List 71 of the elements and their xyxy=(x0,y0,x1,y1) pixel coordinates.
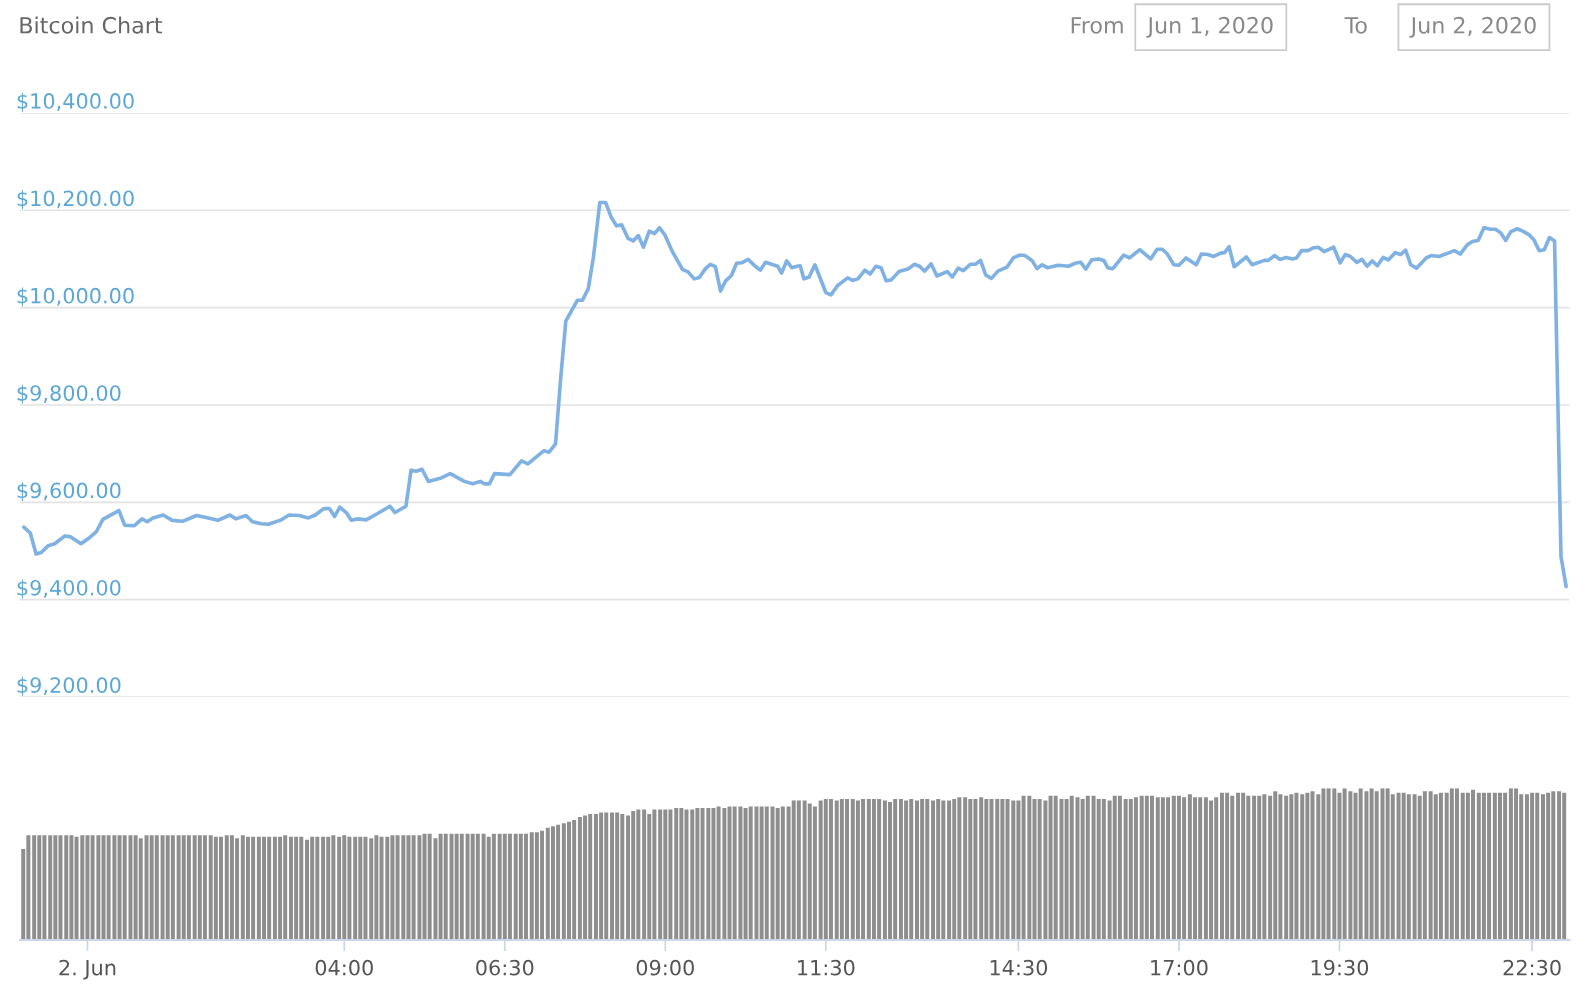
bar xyxy=(828,798,833,940)
bar xyxy=(658,809,663,940)
bar xyxy=(138,838,143,940)
bar xyxy=(202,835,207,940)
x-tick-label: 04:00 xyxy=(315,959,373,976)
bar xyxy=(491,833,496,940)
bar xyxy=(1069,795,1074,940)
x-tick-label: 17:00 xyxy=(1151,959,1208,976)
bar xyxy=(780,806,785,940)
bar xyxy=(353,836,358,940)
y-tick-label: $9,800.00 xyxy=(17,384,121,404)
bar xyxy=(947,800,952,940)
y-tick-label: $10,200.00 xyxy=(17,190,134,209)
bar xyxy=(1300,794,1305,940)
bar xyxy=(995,798,1000,940)
bar xyxy=(64,835,69,940)
bar xyxy=(1085,795,1090,940)
bar xyxy=(1557,791,1562,940)
x-tick-label: 09:00 xyxy=(636,959,694,976)
bar xyxy=(1268,795,1273,940)
x-tick-label: 06:30 xyxy=(476,959,534,976)
bar xyxy=(1236,792,1241,940)
bar xyxy=(305,839,310,940)
bar xyxy=(32,835,37,940)
y-tick-label: $9,400.00 xyxy=(17,579,121,599)
bar xyxy=(1133,797,1138,940)
bar xyxy=(369,838,374,940)
bar xyxy=(1101,798,1106,940)
bar xyxy=(626,815,631,940)
bar xyxy=(642,809,647,940)
bar xyxy=(443,833,448,940)
y-tick-label: $10,400.00 xyxy=(17,92,134,112)
y-tick-label: $9,600.00 xyxy=(17,482,121,502)
bar xyxy=(1252,795,1257,940)
bar xyxy=(1406,794,1411,940)
bar xyxy=(1284,795,1289,940)
text: From xyxy=(1071,17,1123,34)
bar xyxy=(690,809,695,940)
x-tick-label: 11:30 xyxy=(798,959,855,976)
bar xyxy=(764,806,769,940)
bar xyxy=(1454,788,1459,940)
bar xyxy=(812,806,817,940)
bar xyxy=(170,835,175,940)
x-tick-label: 2. Jun xyxy=(59,959,116,980)
bar xyxy=(1438,792,1443,940)
text: Jun 1, 2020 xyxy=(1146,16,1273,38)
bar xyxy=(796,800,801,940)
x-tick-label: 14:30 xyxy=(990,959,1048,976)
bar xyxy=(610,812,615,940)
text: To xyxy=(1344,17,1367,34)
chart-title: Bitcoin Chart xyxy=(20,16,163,34)
y-tick-label: $10,000.00 xyxy=(17,287,134,307)
bar xyxy=(1422,791,1427,940)
bar xyxy=(48,835,53,940)
bar xyxy=(931,800,936,940)
bar xyxy=(507,833,512,940)
bar xyxy=(475,833,480,940)
x-tick-label: 19:30 xyxy=(1311,959,1369,976)
bar xyxy=(963,797,968,940)
bar xyxy=(1117,795,1122,940)
bar xyxy=(979,797,984,940)
x-tick-label: 22:30 xyxy=(1503,959,1561,976)
bar xyxy=(186,835,191,940)
y-tick-label: $9,200.00 xyxy=(17,676,121,696)
bar xyxy=(674,807,679,940)
bar xyxy=(523,833,528,940)
bar xyxy=(337,836,342,940)
bar xyxy=(154,835,159,940)
text: Jun 2, 2020 xyxy=(1409,16,1536,38)
bar xyxy=(321,836,326,940)
bar xyxy=(459,833,464,940)
